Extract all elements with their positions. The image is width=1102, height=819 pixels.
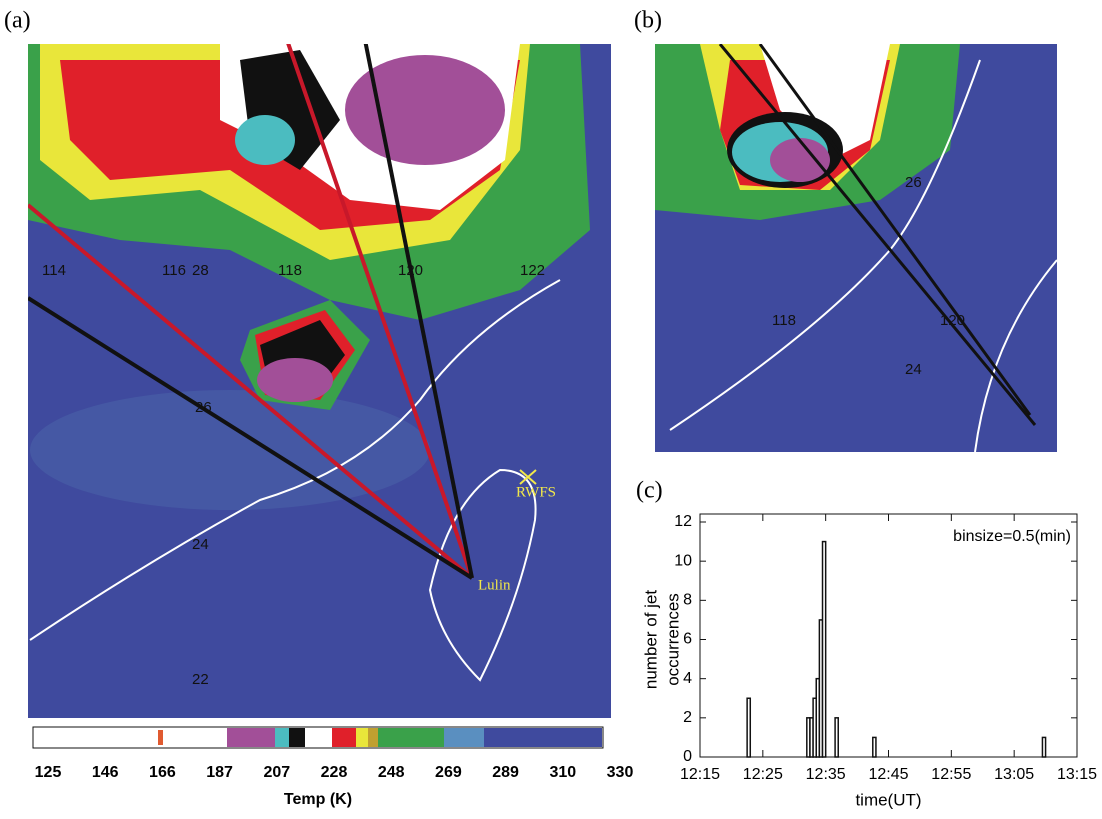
latitude-label: 24 (192, 536, 209, 553)
bar (746, 697, 752, 758)
plot-frame (699, 513, 1078, 758)
longitude-label: 116 (162, 262, 186, 279)
latitude-label: 26 (905, 174, 922, 191)
longitude-label: 120 (940, 312, 965, 329)
colorbar-label: 269 (435, 764, 462, 781)
latitude-label: 24 (905, 361, 922, 378)
station-label: Lulin (478, 577, 511, 593)
satellite-map-b (655, 44, 1057, 452)
y-tick-label: 10 (674, 552, 692, 569)
colorbar-label: 146 (92, 764, 119, 781)
bar (834, 717, 839, 758)
colorbar-label: 166 (149, 764, 176, 781)
bar (821, 540, 827, 758)
panel-label: (b) (634, 8, 662, 34)
latitude-label: 28 (192, 262, 209, 279)
colorbar-label: 248 (378, 764, 405, 781)
colorbar-label: 289 (492, 764, 519, 781)
y-axis-label: number of jet (641, 590, 660, 689)
y-tick-label: 6 (683, 631, 692, 648)
panel-label: (a) (4, 8, 31, 34)
bar (872, 736, 877, 758)
bar (1041, 736, 1047, 758)
latitude-label: 22 (192, 671, 209, 688)
y-tick-label: 12 (674, 513, 692, 530)
colorbar-label: 187 (206, 764, 233, 781)
panel-label: (c) (636, 478, 663, 504)
colorbar-label: 330 (607, 764, 634, 781)
longitude-label: 122 (520, 262, 545, 279)
y-axis-label: occurrences (663, 593, 682, 686)
station-label: RWFS (516, 484, 556, 500)
colorbar-title: Temp (K) (284, 791, 352, 808)
x-tick-label: 12:45 (868, 766, 908, 783)
colorbar-label: 228 (321, 764, 348, 781)
x-tick-label: 13:15 (1057, 766, 1097, 783)
y-tick-label: 8 (683, 592, 692, 609)
x-tick-label: 12:55 (931, 766, 971, 783)
longitude-label: 118 (278, 262, 302, 279)
x-tick-label: 13:05 (994, 766, 1034, 783)
colorbar-label: 125 (35, 764, 62, 781)
y-tick-label: 2 (683, 709, 692, 726)
x-axis-label: time(UT) (855, 790, 921, 809)
y-tick-label: 4 (683, 670, 692, 687)
colorbar (32, 726, 604, 749)
colorbar-label: 207 (263, 764, 290, 781)
longitude-label: 120 (398, 262, 423, 279)
colorbar-label: 310 (549, 764, 576, 781)
satellite-map-a (28, 44, 611, 718)
x-tick-label: 12:25 (743, 766, 783, 783)
longitude-label: 114 (42, 262, 66, 279)
x-tick-label: 12:15 (680, 766, 720, 783)
y-tick-label: 0 (683, 748, 692, 765)
annotation: binsize=0.5(min) (953, 528, 1071, 545)
latitude-label: 26 (195, 399, 212, 416)
longitude-label: 118 (772, 312, 796, 329)
x-tick-label: 12:35 (806, 766, 846, 783)
